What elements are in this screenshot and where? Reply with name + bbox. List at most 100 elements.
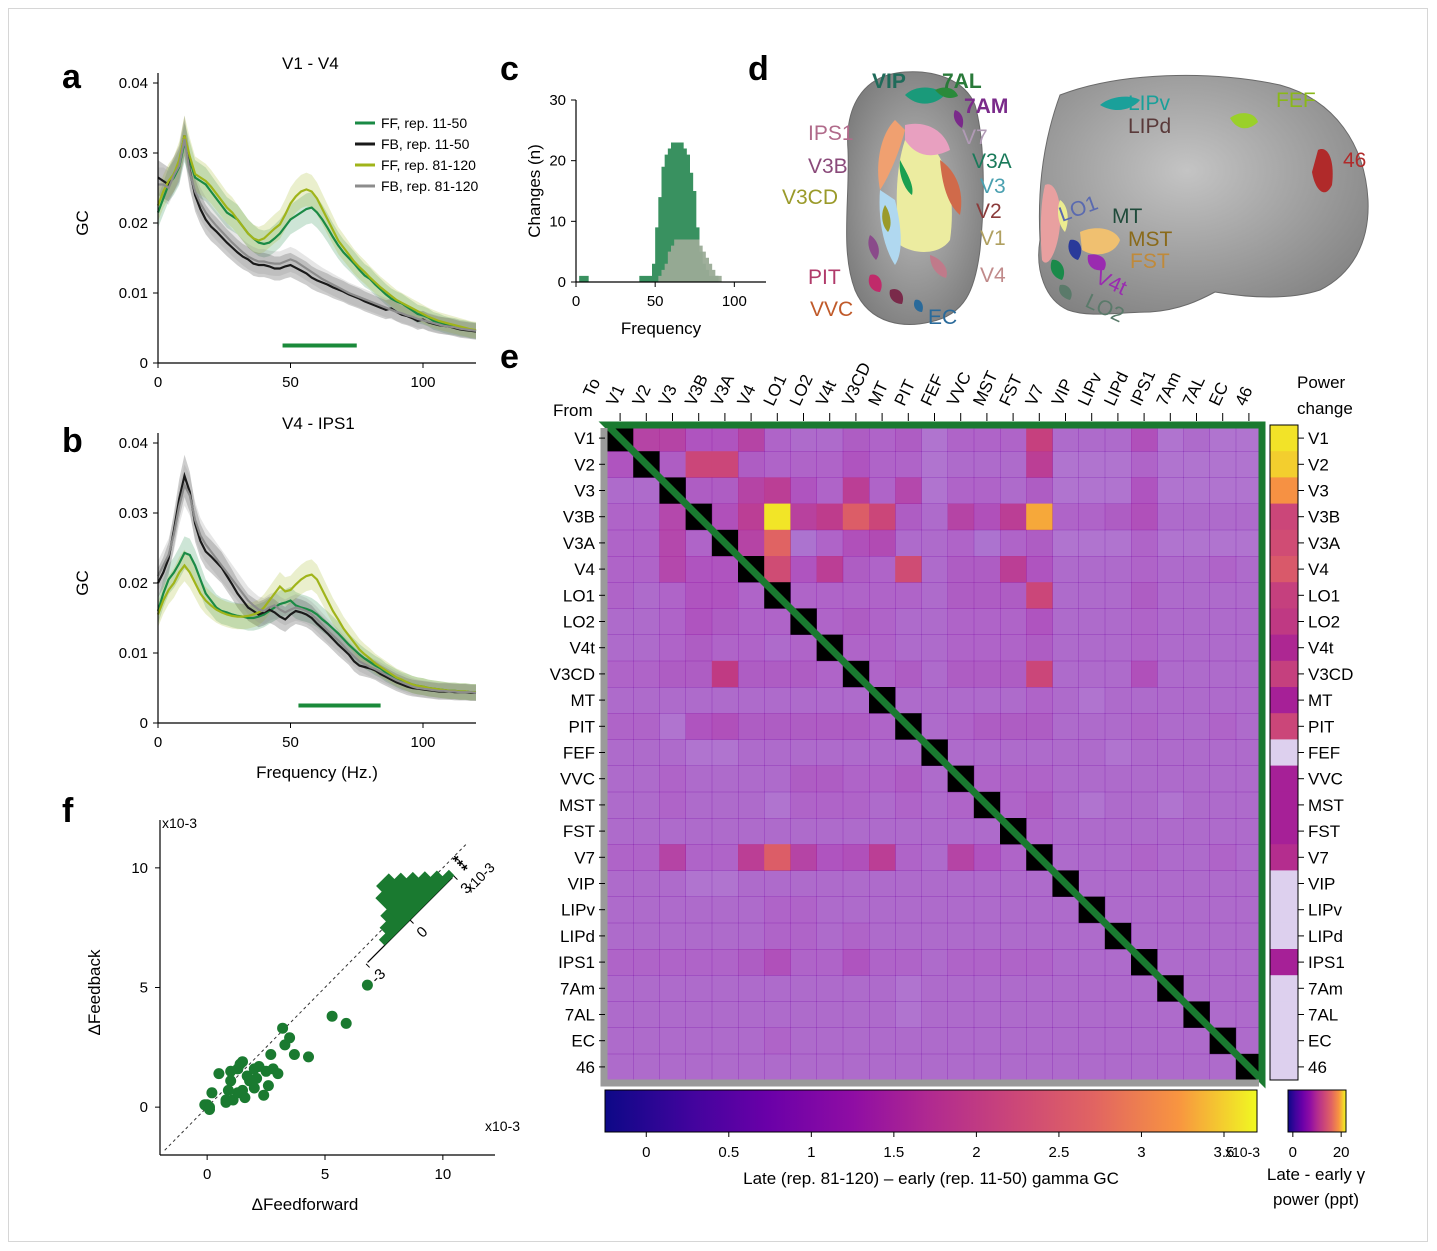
- heatmap-cell: [738, 451, 765, 478]
- colorbar-tick-label: 2.5: [1048, 1144, 1069, 1161]
- power-change-label: V4: [1308, 560, 1329, 579]
- heatmap-cell: [1052, 765, 1079, 793]
- brain-area-label: LIPv: [1128, 92, 1171, 115]
- power-change-cell: [1270, 739, 1298, 766]
- heatmap-cell: [711, 844, 739, 871]
- heatmap-cell: [1000, 922, 1027, 950]
- heatmap-cell: [973, 608, 1001, 635]
- heatmap-cell: [1026, 975, 1053, 1002]
- power-change-label: PIT: [1308, 717, 1334, 736]
- heatmap-cell: [1131, 687, 1158, 714]
- heatmap-cell: [842, 503, 870, 531]
- heatmap-cell: [1157, 844, 1184, 871]
- colorbar-tick-label: 1: [807, 1144, 815, 1161]
- heatmap-cell: [711, 1001, 739, 1028]
- heatmap-cell: [790, 660, 817, 688]
- heatmap-cell: [1183, 791, 1210, 819]
- heatmap-cell: [659, 608, 686, 635]
- heatmap-cell: [1157, 529, 1184, 557]
- heatmap-cell: [816, 582, 844, 609]
- row-label: EC: [571, 1032, 595, 1051]
- heatmap-cell: [1052, 451, 1079, 478]
- heatmap-cell: [1104, 1027, 1132, 1055]
- col-label: VIP: [1048, 376, 1077, 409]
- heatmap-cell: [1052, 975, 1079, 1002]
- heatmap-cell: [921, 660, 948, 688]
- heatmap-cell: [947, 687, 975, 714]
- heatmap-cell: [895, 503, 922, 531]
- row-label: LO1: [563, 586, 595, 605]
- heatmap-cell: [921, 870, 948, 897]
- brain-area-label: V3B: [808, 155, 848, 178]
- heatmap-cell: [1157, 1027, 1184, 1055]
- heatmap-cell: [1052, 713, 1079, 740]
- heatmap-cell: [921, 425, 948, 452]
- heatmap-cell: [842, 634, 870, 662]
- heatmap-cell: [1183, 451, 1210, 478]
- heatmap-cell: [1104, 818, 1132, 845]
- heatmap-cell: [633, 791, 660, 819]
- power-change-cell: [1270, 818, 1298, 845]
- heatmap-cell: [816, 425, 844, 452]
- y-axis-label: ΔFeedback: [85, 949, 104, 1036]
- heatmap-cell: [659, 1053, 686, 1081]
- heatmap-cell: [764, 529, 791, 557]
- heatmap-cell: [659, 451, 686, 478]
- heatmap-cell: [1078, 660, 1106, 688]
- power-change-cell: [1270, 425, 1298, 452]
- heatmap-cell: [764, 791, 791, 819]
- heatmap-cell: [738, 765, 765, 793]
- heatmap-cell: [790, 582, 817, 609]
- heatmap-cell: [1104, 896, 1132, 924]
- heatmap-cell: [1078, 870, 1106, 897]
- figure-frame: [8, 8, 1428, 1242]
- heatmap-cell: [816, 870, 844, 897]
- power-change-label: LIPd: [1308, 927, 1343, 946]
- heatmap-cell: [1157, 713, 1184, 740]
- heatmap-cell: [1000, 503, 1027, 531]
- heatmap-cell: [816, 949, 844, 976]
- heatmap-cell: [895, 844, 922, 871]
- heatmap-cell: [1183, 582, 1210, 609]
- heatmap-cell: [790, 556, 817, 583]
- heatmap-cell: [1026, 477, 1053, 504]
- heatmap-cell: [764, 425, 791, 452]
- heatmap-cell: [764, 477, 791, 504]
- heatmap-cell: [1131, 739, 1158, 766]
- heatmap-cell: [738, 477, 765, 504]
- x-tick-label: 10: [435, 1166, 452, 1183]
- heatmap-cell: [947, 425, 975, 452]
- heatmap-cell: [816, 477, 844, 504]
- heatmap-cell: [1052, 818, 1079, 845]
- col-label: V4: [734, 382, 760, 409]
- col-label: V3A: [707, 371, 738, 409]
- heatmap-cell: [1209, 713, 1237, 740]
- heatmap-cell: [685, 1001, 713, 1028]
- x-tick-label: 50: [282, 734, 299, 751]
- colorbar-tick-label: 2: [972, 1144, 980, 1161]
- x-tick-label: 50: [282, 374, 299, 391]
- heatmap-cell: [1157, 818, 1184, 845]
- heatmap-cell: [1026, 634, 1053, 662]
- x-tick-label: 0: [572, 293, 580, 310]
- heatmap-cell: [895, 765, 922, 793]
- heatmap-cell: [1078, 556, 1106, 583]
- power-change-label: LIPv: [1308, 901, 1343, 920]
- chart-title: V4 - IPS1: [282, 414, 355, 433]
- heatmap-cell: [947, 922, 975, 950]
- heatmap-cell: [659, 844, 686, 871]
- heatmap-cell: [1235, 634, 1263, 662]
- heatmap-cell: [607, 634, 634, 662]
- y-tick-label: 0.02: [119, 575, 148, 592]
- power-change-label: LO1: [1308, 586, 1340, 605]
- series-line: [157, 481, 477, 694]
- heatmap-cell: [1078, 1053, 1106, 1081]
- heatmap-cell: [711, 477, 739, 504]
- heatmap-cell: [1183, 870, 1210, 897]
- heatmap-cell: [790, 477, 817, 504]
- heatmap-cell: [895, 949, 922, 976]
- heatmap-cell: [764, 660, 791, 688]
- row-label: FEF: [563, 744, 595, 763]
- heatmap-cell: [1183, 896, 1210, 924]
